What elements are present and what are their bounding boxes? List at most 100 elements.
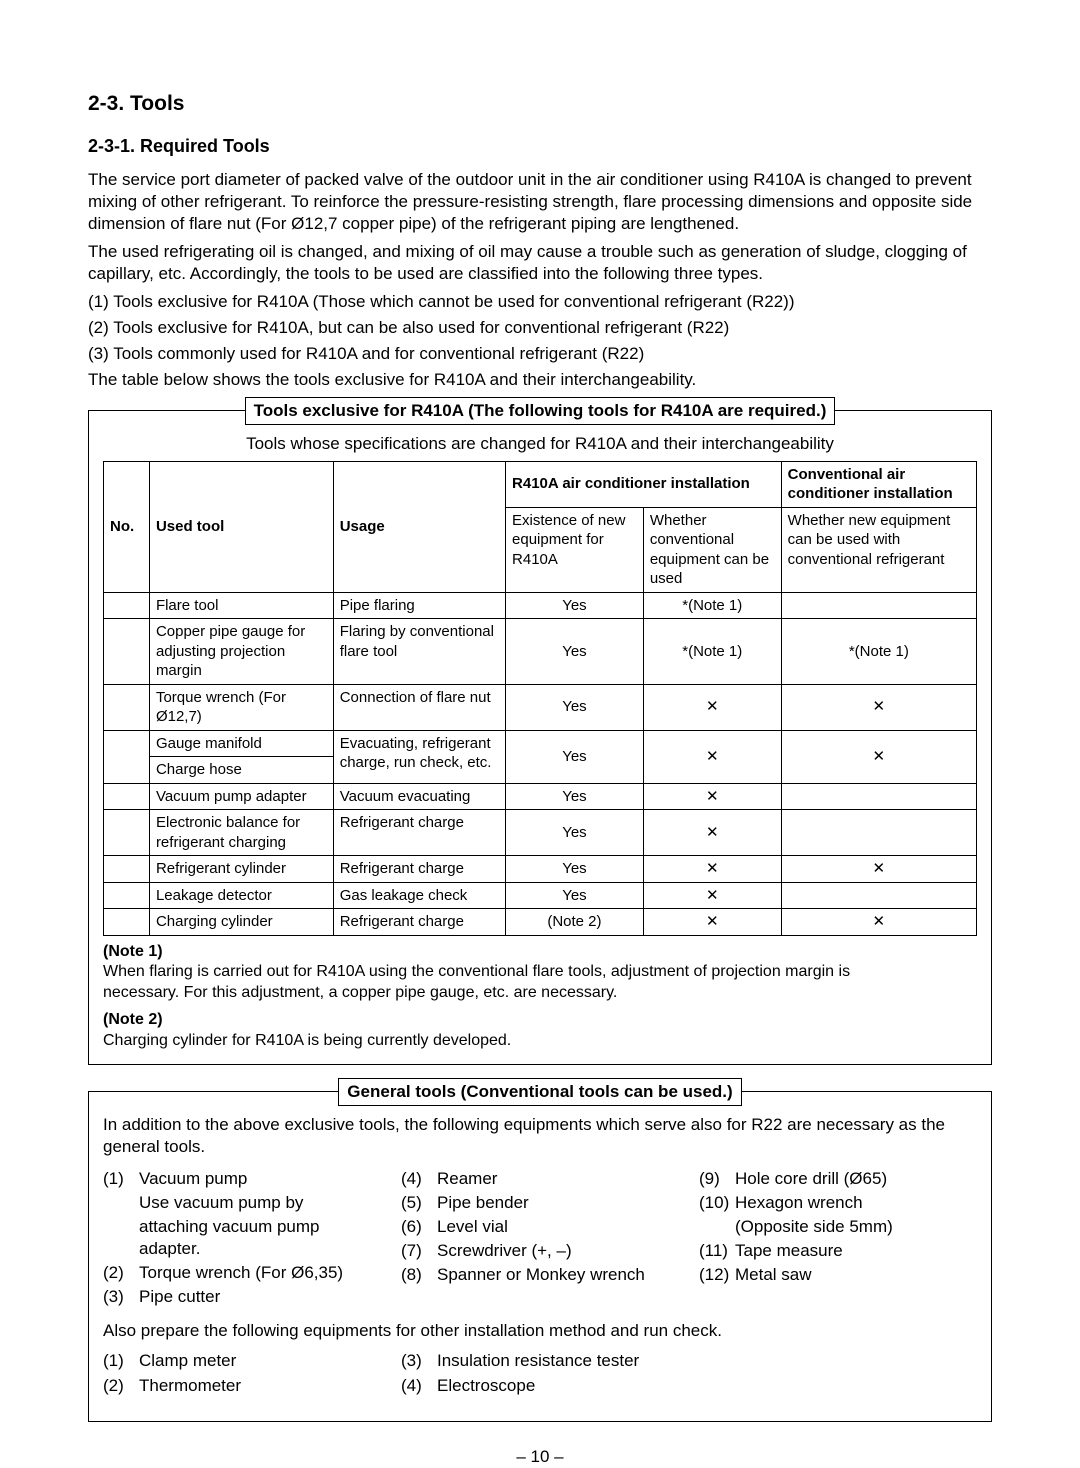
cell-tool: Vacuum pump adapter <box>149 783 333 810</box>
cell-c3: ✕ <box>781 684 976 730</box>
item-text: Pipe bender <box>437 1192 679 1214</box>
cell-c2: ✕ <box>643 882 781 909</box>
cell-no <box>104 909 150 936</box>
cell-c3 <box>781 882 976 909</box>
also-col-1: (1)Clamp meter (2)Thermometer <box>103 1350 381 1398</box>
note-1-label: (Note 1) <box>103 942 175 963</box>
cell-c3: ✕ <box>781 730 976 783</box>
item-text: Level vial <box>437 1216 679 1238</box>
cell-tool: Torque wrench (For Ø12,7) <box>149 684 333 730</box>
cell-no <box>104 882 150 909</box>
cell-tool: Flare tool <box>149 592 333 619</box>
box-subtitle: Tools whose specifications are changed f… <box>103 433 977 455</box>
table-row: Torque wrench (For Ø12,7)Connection of f… <box>104 684 977 730</box>
item-text: Screwdriver (+, –) <box>437 1240 679 1262</box>
general-col-3: (9)Hole core drill (Ø65)(10)Hexagon wren… <box>699 1168 977 1311</box>
cell-tool: Electronic balance for refrigerant charg… <box>149 810 333 856</box>
th-usage: Usage <box>333 461 505 592</box>
list-item: (1)Clamp meter <box>103 1350 381 1372</box>
list-item-3: (3) Tools commonly used for R410A and fo… <box>88 343 992 365</box>
table-row: Leakage detectorGas leakage checkYes✕ <box>104 882 977 909</box>
item-number: (11) <box>699 1240 735 1262</box>
th-no: No. <box>104 461 150 592</box>
item-subtext: Use vacuum pump by <box>103 1192 381 1214</box>
cell-no <box>104 592 150 619</box>
page-number: – 10 – <box>88 1446 992 1468</box>
cell-c1: Yes <box>506 684 644 730</box>
exclusive-tools-box: Tools exclusive for R410A (The following… <box>88 410 992 1065</box>
note-1-text: When flaring is carried out for R410A us… <box>103 962 901 1004</box>
list-item: (7)Screwdriver (+, –) <box>401 1240 679 1262</box>
item-number: (3) <box>401 1350 437 1372</box>
item-number: (6) <box>401 1216 437 1238</box>
item-text: Electroscope <box>437 1375 679 1397</box>
item-number: (5) <box>401 1192 437 1214</box>
item-text: Torque wrench (For Ø6,35) <box>139 1262 381 1284</box>
cell-usage: Pipe flaring <box>333 592 505 619</box>
table-row: Vacuum pump adapterVacuum evacuatingYes✕ <box>104 783 977 810</box>
th-tool: Used tool <box>149 461 333 592</box>
item-number: (3) <box>103 1286 139 1308</box>
cell-c2: ✕ <box>643 730 781 783</box>
cell-usage: Vacuum evacuating <box>333 783 505 810</box>
cell-usage: Connection of flare nut <box>333 684 505 730</box>
cell-no <box>104 810 150 856</box>
list-item: (2)Torque wrench (For Ø6,35) <box>103 1262 381 1284</box>
item-text: Hole core drill (Ø65) <box>735 1168 977 1190</box>
also-col-2: (3)Insulation resistance tester (4)Electr… <box>401 1350 679 1398</box>
tools-table: No. Used tool Usage R410A air conditione… <box>103 461 977 936</box>
general-tools-box: General tools (Conventional tools can be… <box>88 1091 992 1422</box>
list-item: (4)Reamer <box>401 1168 679 1190</box>
cell-c3 <box>781 592 976 619</box>
cell-tool: Charge hose <box>149 757 333 784</box>
cell-no <box>104 684 150 730</box>
list-item: (6)Level vial <box>401 1216 679 1238</box>
cell-c2: *(Note 1) <box>643 619 781 685</box>
cell-c2: *(Note 1) <box>643 592 781 619</box>
list-item: (9)Hole core drill (Ø65) <box>699 1168 977 1190</box>
cell-c1: Yes <box>506 882 644 909</box>
item-subtext: attaching vacuum pump adapter. <box>103 1216 381 1260</box>
list-item: (3)Insulation resistance tester <box>401 1350 679 1372</box>
item-number: (12) <box>699 1264 735 1286</box>
cell-c2: ✕ <box>643 783 781 810</box>
general-intro: In addition to the above exclusive tools… <box>103 1114 977 1158</box>
list-item: (2)Thermometer <box>103 1375 381 1397</box>
list-item: (1)Vacuum pump <box>103 1168 381 1190</box>
cell-c2: ✕ <box>643 810 781 856</box>
item-number: (4) <box>401 1375 437 1397</box>
cell-c1: Yes <box>506 619 644 685</box>
table-row: Copper pipe gauge for adjusting projecti… <box>104 619 977 685</box>
cell-c3: *(Note 1) <box>781 619 976 685</box>
cell-c1: Yes <box>506 592 644 619</box>
note-1: (Note 1) When flaring is carried out for… <box>103 942 977 1004</box>
cell-usage: Flaring by conventional flare tool <box>333 619 505 685</box>
item-number: (4) <box>401 1168 437 1190</box>
list-item: (8)Spanner or Monkey wrench <box>401 1264 679 1286</box>
cell-c2: ✕ <box>643 856 781 883</box>
note-2-label: (Note 2) <box>103 1010 175 1031</box>
cell-c3: ✕ <box>781 909 976 936</box>
table-row: Gauge manifoldEvacuating, refrigerant ch… <box>104 730 977 757</box>
general-col-2: (4)Reamer(5)Pipe bender(6)Level vial(7)S… <box>401 1168 679 1311</box>
cell-usage: Gas leakage check <box>333 882 505 909</box>
th-r410a: R410A air conditioner installation <box>506 461 782 507</box>
also-columns: (1)Clamp meter (2)Thermometer (3)Insulati… <box>103 1350 977 1398</box>
list-item: (3)Pipe cutter <box>103 1286 381 1308</box>
table-row: Flare toolPipe flaringYes*(Note 1) <box>104 592 977 619</box>
table-row: Electronic balance for refrigerant charg… <box>104 810 977 856</box>
list-item: (12)Metal saw <box>699 1264 977 1286</box>
list-item: (10)Hexagon wrench <box>699 1192 977 1214</box>
cell-usage: Evacuating, refrigerant charge, run chec… <box>333 730 505 783</box>
cell-no <box>104 619 150 685</box>
item-text: Hexagon wrench <box>735 1192 977 1214</box>
cell-c1: Yes <box>506 730 644 783</box>
cell-tool: Refrigerant cylinder <box>149 856 333 883</box>
cell-c1: Yes <box>506 856 644 883</box>
list-item: (11)Tape measure <box>699 1240 977 1262</box>
paragraph-3: The table below shows the tools exclusiv… <box>88 369 992 391</box>
item-text: Thermometer <box>139 1375 381 1397</box>
item-text: Vacuum pump <box>139 1168 381 1190</box>
note-2-text: Charging cylinder for R410A is being cur… <box>103 1031 901 1052</box>
paragraph-2: The used refrigerating oil is changed, a… <box>88 241 992 285</box>
